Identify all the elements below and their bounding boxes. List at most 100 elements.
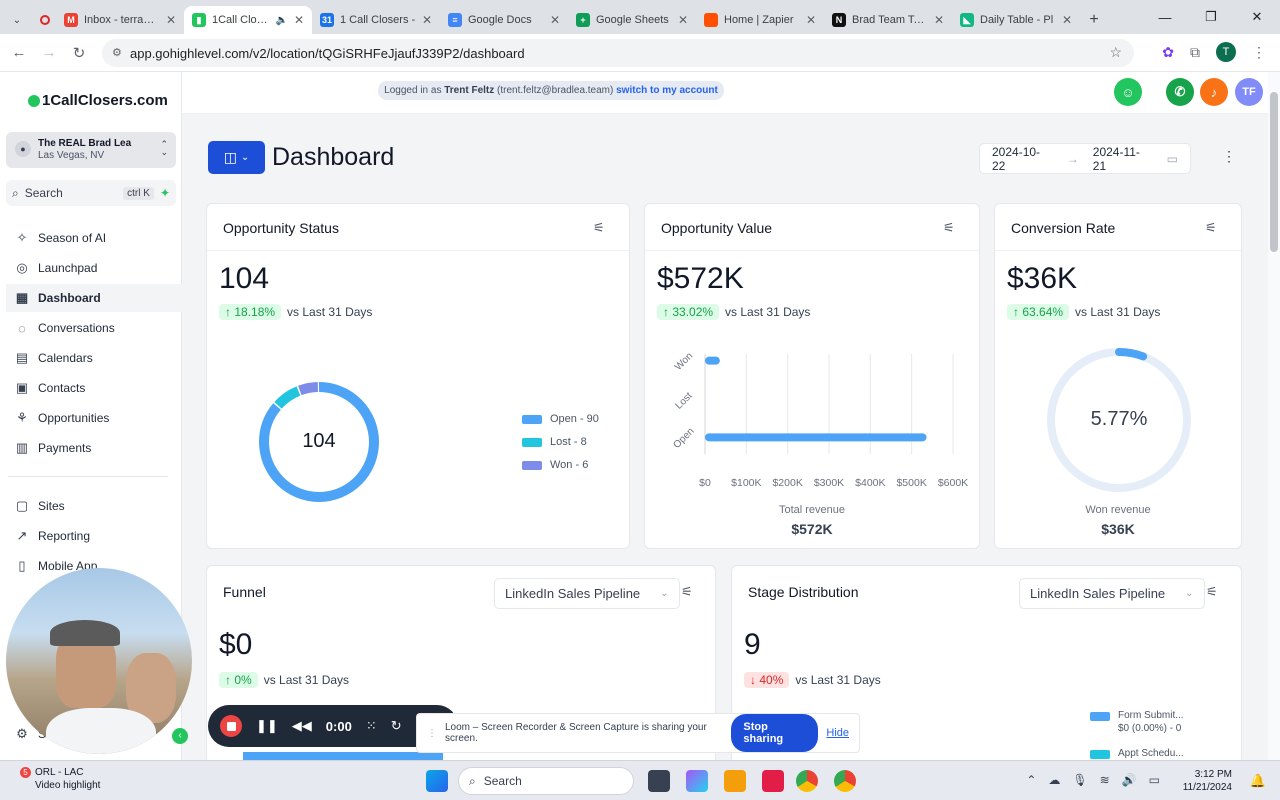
taskbar-clock[interactable]: 3:12 PM 11/21/2024 — [1183, 768, 1232, 794]
hide-link[interactable]: Hide — [826, 727, 849, 739]
profile-avatar[interactable]: T — [1216, 42, 1236, 62]
rewind-icon[interactable]: ◀◀ — [291, 718, 312, 733]
cloud-icon[interactable]: ☁ — [1048, 773, 1061, 787]
filter-icon[interactable]: ⚟ — [943, 220, 955, 235]
browser-menu-icon[interactable]: ⋮ — [1252, 43, 1266, 60]
close-window-button[interactable]: ✕ — [1251, 9, 1263, 24]
taskbar-widget[interactable]: 5 ORL - LAC Video highlight — [20, 766, 100, 792]
sidebar-item-label: Sites — [38, 499, 65, 513]
sidebar-item-contacts[interactable]: ▣ Contacts — [6, 374, 182, 402]
legend-swatch — [522, 460, 542, 470]
sidebar-item-dashboard[interactable]: ▦ Dashboard — [6, 284, 182, 312]
taskbar-search[interactable]: ⌕ Search — [458, 767, 634, 795]
pipeline-select[interactable]: LinkedIn Sales Pipeline ⌄ — [1019, 578, 1205, 609]
location-name: The REAL Brad Lea — [38, 138, 132, 149]
more-options-icon[interactable]: ⋮ — [1222, 148, 1236, 164]
app-logo[interactable]: 1CallClosers.com — [28, 92, 168, 109]
search-placeholder: Search — [483, 774, 522, 788]
task-view-icon[interactable] — [648, 770, 670, 792]
phone-icon[interactable]: ✆ — [1166, 78, 1194, 106]
browser-tab[interactable]: N Brad Team Task ✕ — [824, 6, 952, 34]
chevron-up-icon[interactable]: ⌃ — [1026, 773, 1037, 787]
filter-icon[interactable]: ⚟ — [593, 220, 605, 235]
close-icon[interactable]: ✕ — [293, 13, 304, 27]
browser-tab[interactable]: 31 1 Call Closers - ✕ — [312, 6, 440, 34]
close-icon[interactable]: ✕ — [421, 13, 432, 27]
webcam-bubble[interactable] — [6, 568, 192, 754]
minimize-button[interactable]: — — [1158, 9, 1172, 25]
new-tab-button[interactable]: + — [1089, 11, 1099, 28]
windows-start-icon[interactable] — [426, 770, 448, 792]
pause-icon[interactable]: ❚❚ — [256, 718, 278, 733]
drag-handle-icon[interactable]: ⋮ — [427, 727, 437, 739]
conversion-rate-card: Conversion Rate ⚟ $36K ↑ 63.64% vs Last 3… — [994, 203, 1242, 549]
close-icon[interactable]: ✕ — [549, 13, 560, 27]
location-switcher[interactable]: ● The REAL Brad Lea Las Vegas, NV ⌃ ⌄ — [6, 132, 176, 168]
sidebar-item-calendars[interactable]: ▤ Calendars — [6, 344, 182, 372]
close-icon[interactable]: ✕ — [805, 13, 816, 27]
sidebar-item-conversations[interactable]: ◌ Conversations — [6, 314, 182, 342]
browser-tab[interactable]: M Inbox - terrance ✕ — [56, 6, 184, 34]
browser-tab[interactable]: ≡ Google Docs ✕ — [440, 6, 568, 34]
battery-icon[interactable]: ▭ — [1148, 773, 1160, 787]
bookmark-star-icon[interactable]: ☆ — [1109, 44, 1122, 60]
collapse-sidebar-button[interactable]: ‹ — [172, 728, 188, 744]
extensions-puzzle-icon[interactable]: ⧉ — [1190, 43, 1200, 60]
sidebar-item-sites[interactable]: ▢ Sites — [6, 492, 182, 520]
sidebar-item-launchpad[interactable]: ◎ Launchpad — [6, 254, 182, 282]
speaker-icon[interactable]: 🔈 — [275, 14, 288, 26]
sidebar-item-reporting[interactable]: ↗ Reporting — [6, 522, 182, 550]
back-button[interactable]: ← — [11, 44, 27, 61]
sidebar-item-season-of-ai[interactable]: ✧ Season of AI — [6, 224, 182, 252]
extension-icon[interactable]: ✿ — [1162, 43, 1174, 60]
close-icon[interactable]: ✕ — [165, 13, 176, 27]
scrollbar-thumb[interactable] — [1270, 92, 1278, 252]
filter-icon[interactable]: ⚟ — [681, 584, 693, 599]
pipeline-select[interactable]: LinkedIn Sales Pipeline ⌄ — [494, 578, 680, 609]
wifi-icon[interactable]: ≋ — [1099, 773, 1110, 787]
dashboard-switcher-button[interactable]: ◫ ⌄ — [208, 141, 265, 174]
page-scrollbar[interactable] — [1268, 72, 1280, 760]
stop-sharing-button[interactable]: Stop sharing — [731, 714, 819, 752]
browser-tab[interactable]: + Google Sheets ✕ — [568, 6, 696, 34]
chrome-icon[interactable] — [796, 770, 818, 792]
copilot-icon[interactable] — [686, 770, 708, 792]
chatbot-icon[interactable]: ☺ — [1114, 78, 1142, 106]
site-info-icon[interactable]: ⚙ — [112, 47, 122, 59]
reload-button[interactable]: ↻ — [72, 44, 86, 62]
sidebar-item-opportunities[interactable]: ⚘ Opportunities — [6, 404, 182, 432]
chart-footer-value: $36K — [1101, 521, 1135, 537]
file-explorer-icon[interactable] — [724, 770, 746, 792]
notification-center-icon[interactable]: 🔔 — [1249, 773, 1266, 788]
close-icon[interactable]: ✕ — [677, 13, 688, 27]
sidebar-search[interactable]: ⌕ Search ctrl K ✦ — [6, 180, 176, 206]
restart-icon[interactable]: ↻ — [390, 718, 402, 733]
filter-icon[interactable]: ⚟ — [1205, 220, 1217, 235]
sidebar-item-label: Calendars — [38, 351, 93, 365]
sidebar-item-payments[interactable]: ▥ Payments — [6, 434, 182, 462]
trend-badge: ↑ 0% — [219, 672, 258, 688]
browser-tab[interactable]: ◣ Daily Table - Pl ✕ — [952, 6, 1080, 34]
forward-button[interactable]: → — [41, 44, 57, 61]
docs-icon: ≡ — [448, 13, 462, 27]
drawing-tools-icon[interactable]: ⁙ — [365, 718, 377, 733]
stop-recording-button[interactable] — [220, 715, 242, 737]
date-range-picker[interactable]: 2024-10-22 → 2024-11-21 ▭ — [979, 143, 1191, 174]
browser-tab[interactable]: Home | Zapier ✕ — [696, 6, 824, 34]
slack-icon[interactable] — [762, 770, 784, 792]
close-icon[interactable]: ✕ — [1061, 13, 1072, 27]
user-avatar[interactable]: TF — [1235, 78, 1263, 106]
microphone-icon[interactable]: 🎙 — [1072, 773, 1088, 787]
restore-button[interactable]: ❐ — [1205, 9, 1217, 24]
tab-search-button[interactable]: ⌄ — [12, 14, 22, 26]
chrome-profile-icon[interactable] — [834, 770, 856, 792]
close-icon[interactable]: ✕ — [933, 13, 944, 27]
switch-account-link[interactable]: switch to my account — [616, 85, 718, 96]
filter-icon[interactable]: ⚟ — [1206, 584, 1218, 599]
browser-tab-active[interactable]: ▮ 1Call Closers 🔈 ✕ — [184, 6, 312, 34]
donut-center-label: 104 — [302, 430, 336, 452]
volume-icon[interactable]: 🔊 — [1121, 773, 1137, 787]
notification-bell-icon[interactable]: ♪ — [1200, 78, 1228, 106]
address-bar[interactable]: ⚙ app.gohighlevel.com/v2/location/tQGiSR… — [102, 39, 1134, 67]
quick-action-icon[interactable]: ✦ — [159, 186, 170, 200]
